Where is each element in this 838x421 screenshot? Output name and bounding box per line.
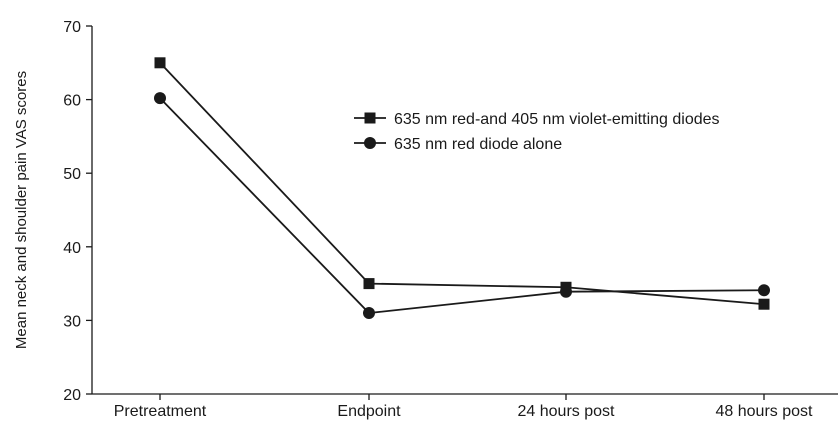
- legend-label: 635 nm red diode alone: [394, 136, 562, 153]
- legend-marker-circle: [364, 137, 376, 149]
- y-tick-label: 60: [63, 93, 81, 110]
- data-point-circle: [758, 284, 770, 297]
- x-ticks: Pretreatment Endpoint 24 hours post 48 hour…: [114, 394, 813, 420]
- legend: 635 nm red-and 405 nm violet-emitting di…: [354, 111, 720, 153]
- x-tick-label: Pretreatment: [114, 403, 207, 420]
- series-1: [154, 57, 770, 310]
- y-axis-title: Mean neck and shoulder pain VAS scores: [13, 71, 30, 349]
- y-tick-label: 50: [63, 166, 81, 183]
- x-tick-label: 48 hours post: [716, 403, 814, 420]
- data-point-circle: [154, 92, 166, 105]
- legend-marker-square: [364, 112, 376, 124]
- y-tick-label: 70: [63, 19, 81, 36]
- legend-item: 635 nm red-and 405 nm violet-emitting di…: [354, 111, 720, 128]
- data-point-square: [758, 298, 770, 310]
- axes: [91, 26, 838, 395]
- data-point-square: [154, 57, 166, 69]
- series-line: [159, 62, 765, 306]
- y-tick-label: 20: [63, 387, 81, 404]
- data-point-circle: [560, 285, 572, 298]
- x-tick-label: 24 hours post: [518, 403, 616, 420]
- series-layer: [154, 57, 770, 320]
- series-2: [154, 92, 770, 320]
- y-tick-label: 40: [63, 240, 81, 257]
- data-point-square: [363, 278, 375, 290]
- series-line: [159, 97, 765, 314]
- data-point-circle: [363, 307, 375, 320]
- legend-item: 635 nm red diode alone: [354, 136, 562, 153]
- legend-label: 635 nm red-and 405 nm violet-emitting di…: [394, 111, 720, 128]
- y-tick-label: 30: [63, 313, 81, 330]
- y-ticks: 20 30 40 50 60 70: [63, 19, 92, 404]
- x-tick-label: Endpoint: [337, 403, 401, 420]
